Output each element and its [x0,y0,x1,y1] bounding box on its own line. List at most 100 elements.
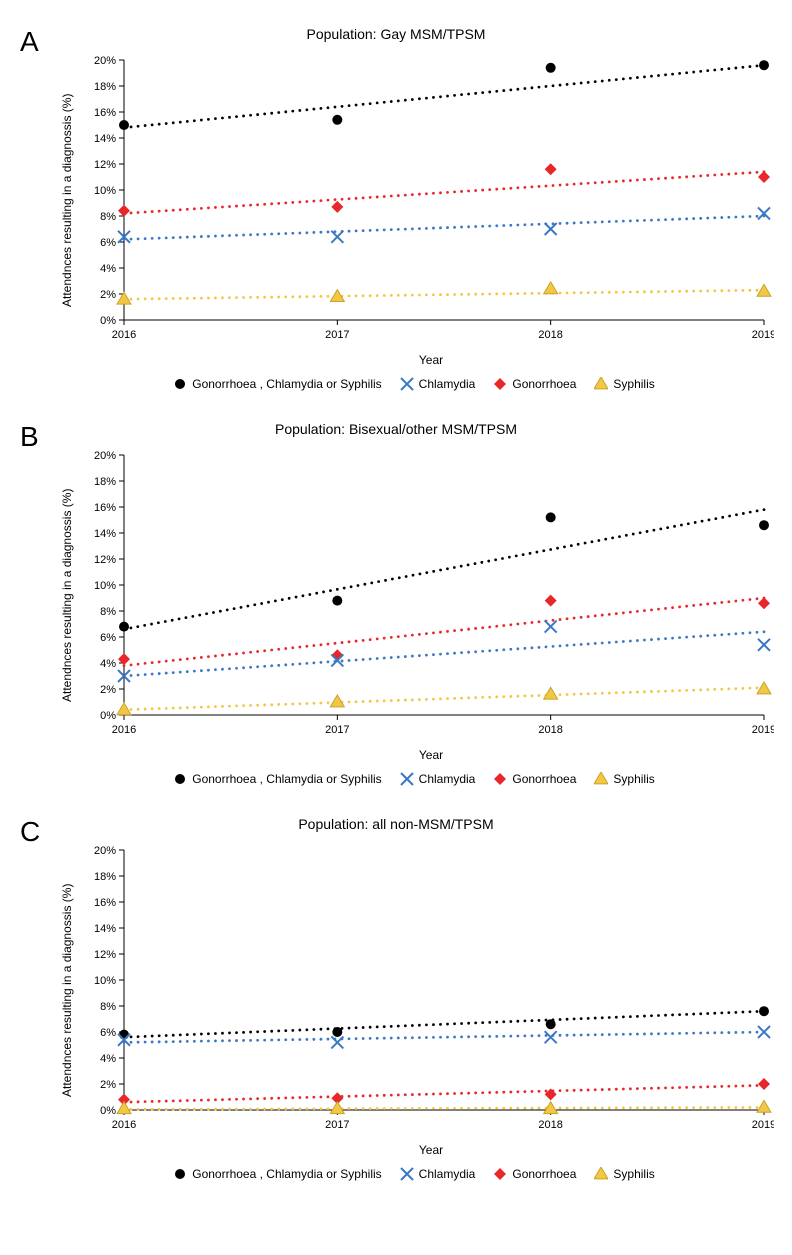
legend-label: Syphilis [613,377,654,391]
panel-letter: B [20,421,39,453]
legend-label: Syphilis [613,772,654,786]
svg-text:4%: 4% [100,658,116,670]
svg-text:2%: 2% [100,684,116,696]
legend: Gonorrhoea , Chlamydia or Syphilis Chlamy… [56,377,772,391]
svg-text:2019: 2019 [752,329,774,341]
svg-text:10%: 10% [94,975,116,987]
svg-text:8%: 8% [100,606,116,618]
legend-label: Gonorrhoea , Chlamydia or Syphilis [192,377,381,391]
svg-text:18%: 18% [94,81,116,93]
legend-label: Chlamydia [419,1167,476,1181]
svg-text:2017: 2017 [325,724,349,736]
legend-item: Gonorrhoea [493,377,576,391]
legend-label: Gonorrhoea [512,772,576,786]
svg-text:2019: 2019 [752,1119,774,1131]
legend-item: Syphilis [594,377,654,391]
syphilis-marker-icon [594,772,608,786]
chart-plot: 0% 2% 4% 6% 8% 10% 12% 14% 16% 18% 20% 2016 2017 2018… [74,50,774,346]
svg-text:0%: 0% [100,1105,116,1117]
svg-text:8%: 8% [100,1001,116,1013]
panel-title: Population: Gay MSM/TPSM [20,26,772,42]
chart-panel: APopulation: Gay MSM/TPSM Attendnces resu… [20,26,772,391]
legend-item: Gonorrhoea [493,1167,576,1181]
panel-title: Population: all non-MSM/TPSM [20,816,772,832]
legend-label: Gonorrhoea , Chlamydia or Syphilis [192,1167,381,1181]
chlamydia-marker-icon [400,377,414,391]
legend-label: Chlamydia [419,377,476,391]
svg-text:2%: 2% [100,1079,116,1091]
gonorrhoea-marker-icon [493,377,507,391]
combined-marker-icon [173,377,187,391]
syphilis-marker-icon [594,377,608,391]
svg-text:2%: 2% [100,289,116,301]
svg-text:2017: 2017 [325,329,349,341]
gonorrhoea-marker-icon [493,772,507,786]
svg-text:0%: 0% [100,315,116,327]
chlamydia-marker-icon [400,772,414,786]
svg-text:14%: 14% [94,528,116,540]
svg-text:6%: 6% [100,632,116,644]
chart-plot: 0% 2% 4% 6% 8% 10% 12% 14% 16% 18% 20% 2016 2017 2018… [74,840,774,1136]
svg-text:18%: 18% [94,871,116,883]
svg-text:14%: 14% [94,133,116,145]
svg-text:0%: 0% [100,710,116,722]
legend-label: Gonorrhoea [512,377,576,391]
svg-text:16%: 16% [94,897,116,909]
chart-plot: 0% 2% 4% 6% 8% 10% 12% 14% 16% 18% 20% 2016 2017 2018… [74,445,774,741]
syphilis-marker-icon [594,1167,608,1181]
legend-item: Gonorrhoea , Chlamydia or Syphilis [173,772,381,786]
legend-label: Gonorrhoea [512,1167,576,1181]
legend-item: Syphilis [594,772,654,786]
svg-text:14%: 14% [94,923,116,935]
svg-text:4%: 4% [100,1053,116,1065]
legend-item: Gonorrhoea , Chlamydia or Syphilis [173,377,381,391]
combined-marker-icon [173,1167,187,1181]
legend-label: Chlamydia [419,772,476,786]
svg-text:2017: 2017 [325,1119,349,1131]
legend: Gonorrhoea , Chlamydia or Syphilis Chlamy… [56,1167,772,1181]
svg-text:2016: 2016 [112,329,136,341]
svg-text:8%: 8% [100,211,116,223]
svg-text:10%: 10% [94,185,116,197]
chart-panel: CPopulation: all non-MSM/TPSM Attendnces … [20,816,772,1181]
legend-item: Gonorrhoea [493,772,576,786]
svg-text:20%: 20% [94,55,116,67]
svg-text:2016: 2016 [112,724,136,736]
svg-text:2018: 2018 [538,724,562,736]
legend-item: Chlamydia [400,1167,476,1181]
svg-text:10%: 10% [94,580,116,592]
svg-text:12%: 12% [94,159,116,171]
x-axis-label: Year [90,1143,772,1157]
svg-text:4%: 4% [100,263,116,275]
svg-text:6%: 6% [100,237,116,249]
legend-item: Chlamydia [400,377,476,391]
panel-letter: C [20,816,40,848]
svg-text:20%: 20% [94,450,116,462]
svg-text:2018: 2018 [538,329,562,341]
svg-text:16%: 16% [94,502,116,514]
x-axis-label: Year [90,748,772,762]
svg-text:2018: 2018 [538,1119,562,1131]
svg-text:2016: 2016 [112,1119,136,1131]
svg-text:20%: 20% [94,845,116,857]
chlamydia-marker-icon [400,1167,414,1181]
x-axis-label: Year [90,353,772,367]
panel-letter: A [20,26,39,58]
legend-item: Syphilis [594,1167,654,1181]
svg-text:12%: 12% [94,949,116,961]
svg-text:6%: 6% [100,1027,116,1039]
svg-text:18%: 18% [94,476,116,488]
legend-label: Syphilis [613,1167,654,1181]
legend: Gonorrhoea , Chlamydia or Syphilis Chlamy… [56,772,772,786]
svg-text:16%: 16% [94,107,116,119]
legend-item: Chlamydia [400,772,476,786]
svg-text:2019: 2019 [752,724,774,736]
y-axis-label: Attendnces resulting in a diagnossis (%) [56,445,74,746]
panel-title: Population: Bisexual/other MSM/TPSM [20,421,772,437]
svg-text:12%: 12% [94,554,116,566]
legend-label: Gonorrhoea , Chlamydia or Syphilis [192,772,381,786]
gonorrhoea-marker-icon [493,1167,507,1181]
y-axis-label: Attendnces resulting in a diagnossis (%) [56,50,74,351]
legend-item: Gonorrhoea , Chlamydia or Syphilis [173,1167,381,1181]
y-axis-label: Attendnces resulting in a diagnossis (%) [56,840,74,1141]
